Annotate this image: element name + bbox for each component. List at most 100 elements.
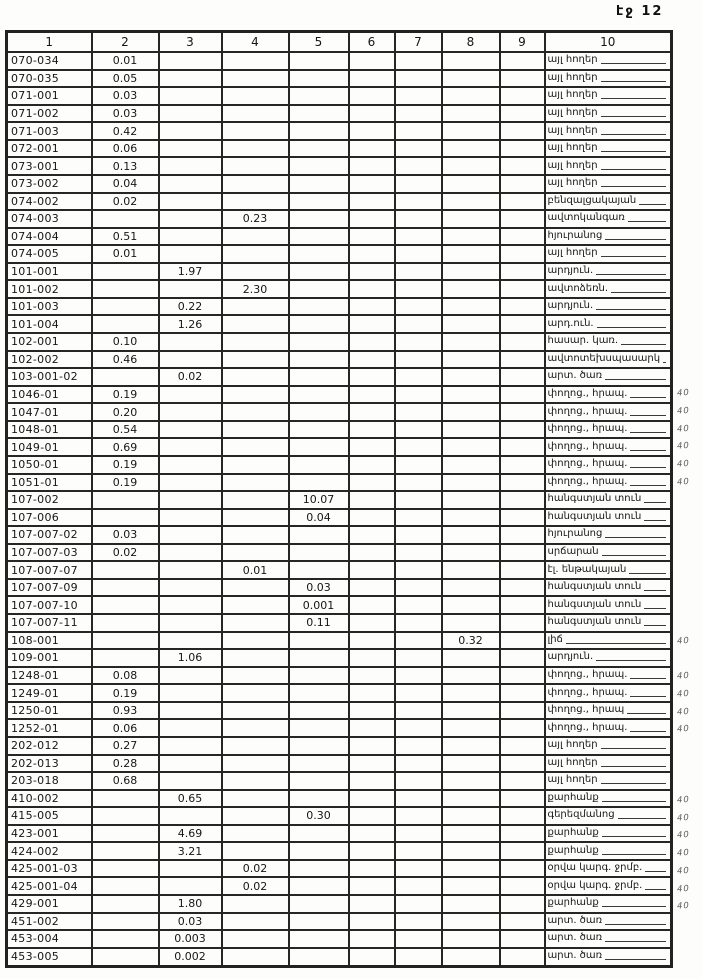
column-header-10: 10 [543, 30, 673, 53]
value-cell-col5: 0.11 [287, 613, 350, 633]
value-cell-col7 [393, 911, 443, 932]
value-cell-col4 [220, 595, 290, 615]
parcel-code-cell: 107-007-07 [5, 560, 93, 580]
land-use-label: հյուրանոց [547, 528, 603, 540]
land-use-wrap: փողոց., հրապ. [548, 476, 670, 489]
table-row: 107-006 0.04 հանգստյան տուն [5, 507, 673, 528]
value-cell-col2 [90, 911, 160, 932]
value-cell-col2: 0.05 [90, 68, 160, 89]
value-cell-col3 [157, 507, 223, 528]
value-cell-col2 [90, 806, 160, 826]
value-cell-col2: 0.19 [90, 683, 160, 703]
land-use-wrap: արդյուն. [548, 300, 670, 313]
land-use-cell: փողոց., հրապ. [543, 384, 673, 405]
value-cell-col5: 0.30 [287, 806, 350, 826]
parcel-code-cell: 101-002 [5, 279, 93, 299]
parcel-code-cell: 1249-01 [5, 683, 93, 703]
value-cell-col7 [393, 613, 443, 633]
value-cell-col6 [347, 437, 396, 457]
land-use-label: փողոց., հրապ. [547, 668, 628, 680]
column-header-9: 9 [498, 30, 546, 53]
land-use-wrap: այլ հողեր [548, 142, 670, 155]
land-use-cell: այլ հողեր [543, 68, 673, 89]
fill-line [630, 449, 666, 451]
value-cell-col9 [498, 367, 546, 387]
value-cell-col8 [440, 419, 501, 440]
value-cell-col7 [393, 226, 443, 247]
value-cell-col8 [440, 894, 501, 914]
value-cell-col6 [347, 314, 396, 334]
table-row: 107-007-10 0.001 հանգստյան տուն [5, 595, 673, 615]
parcel-code-cell: 425-001-04 [5, 876, 93, 896]
value-cell-col2: 0.93 [90, 700, 160, 721]
value-cell-col3: 1.80 [157, 894, 223, 914]
value-cell-col6 [347, 613, 396, 633]
table-row: 074-002 0.02 բենզալցակայան [5, 191, 673, 212]
value-cell-col4 [220, 577, 290, 598]
value-cell-col2: 0.19 [90, 472, 160, 493]
land-use-label: փողոց., հրապ. [547, 475, 628, 487]
land-use-label: արտ. ծառ [547, 932, 603, 944]
value-cell-col5 [287, 437, 350, 457]
land-use-cell: հասար. կառ. [543, 332, 673, 352]
parcel-code-cell: 071-003 [5, 121, 93, 141]
land-use-wrap: այլ հողեր [548, 107, 670, 120]
land-use-wrap: ավտոտեխսպասարկում [548, 353, 670, 366]
value-cell-col9 [498, 946, 546, 968]
value-cell-col8 [440, 735, 501, 756]
land-use-wrap: այլ հողեր [548, 72, 670, 85]
land-use-label: լիճ [547, 633, 563, 645]
value-cell-col8 [440, 507, 501, 528]
fill-line [600, 97, 666, 100]
land-use-cell: ավտոկանգառ [543, 209, 673, 229]
land-use-label: այլ հողեր [547, 739, 598, 751]
value-cell-col2 [90, 876, 160, 896]
value-cell-col6 [347, 86, 396, 106]
value-cell-col9 [498, 121, 546, 141]
handwritten-margin-note: 40 [676, 405, 691, 417]
land-use-wrap: փողոց., հրապ. [548, 406, 670, 419]
table-row: 1250-01 0.93 փողոց., հրապ [5, 700, 673, 721]
land-use-wrap: հանգստյան տուն [548, 493, 670, 506]
value-cell-col4: 0.23 [220, 209, 290, 229]
parcel-code-cell: 071-002 [5, 103, 93, 124]
table-row: 425-001-04 0.02 օրվա կարգ. ջրմբ. [5, 876, 673, 896]
value-cell-col5 [287, 332, 350, 352]
value-cell-col8 [440, 384, 501, 405]
table-row: 107-007-03 0.02 սրճարան [5, 542, 673, 563]
land-use-label: քարհանք [547, 897, 599, 909]
value-cell-col7 [393, 156, 443, 176]
land-use-wrap: արտ. ծառ [548, 915, 670, 928]
table-row: 1047-01 0.20 փողոց., հրապ. [5, 402, 673, 422]
value-cell-col6 [347, 507, 396, 528]
parcel-code-cell: 1046-01 [5, 384, 93, 405]
value-cell-col3 [157, 613, 223, 633]
handwritten-margin-note: 40 [676, 795, 691, 806]
value-cell-col5 [287, 454, 350, 475]
land-use-wrap: փողոց., հրապ. [548, 423, 670, 436]
value-cell-col2 [90, 314, 160, 334]
land-use-cell: քարհանք [543, 894, 673, 914]
land-use-wrap: արդյուն. [548, 651, 670, 664]
land-use-cell: քարհանք [543, 788, 673, 809]
value-cell-col7 [393, 665, 443, 686]
table-row: 202-012 0.27 այլ հողեր [5, 735, 673, 756]
table-row: 1248-01 0.08 փողոց., հրապ. [5, 665, 673, 686]
fill-line [600, 115, 666, 117]
value-cell-col8 [440, 806, 501, 826]
value-cell-col6 [347, 490, 396, 510]
value-cell-col5 [287, 349, 350, 370]
table-row: 072-001 0.06 այլ հողեր [5, 138, 673, 159]
value-cell-col5 [287, 648, 350, 668]
table-row: 429-001 1.80 քարհանք [5, 894, 673, 914]
value-cell-col2: 0.27 [90, 735, 160, 756]
value-cell-col9 [498, 700, 546, 721]
land-use-cell: փողոց., հրապ. [543, 437, 673, 457]
land-use-cell: հանգստյան տուն [543, 595, 673, 615]
table-row: 1049-01 0.69 փողոց., հրապ. [5, 437, 673, 457]
value-cell-col3 [157, 349, 223, 370]
land-use-label: փողոց., հրապ. [547, 405, 628, 417]
value-cell-col4 [220, 525, 290, 545]
table-header-row: 1 2 3 4 5 6 7 8 9 10 [5, 30, 673, 53]
fill-line [605, 238, 666, 240]
